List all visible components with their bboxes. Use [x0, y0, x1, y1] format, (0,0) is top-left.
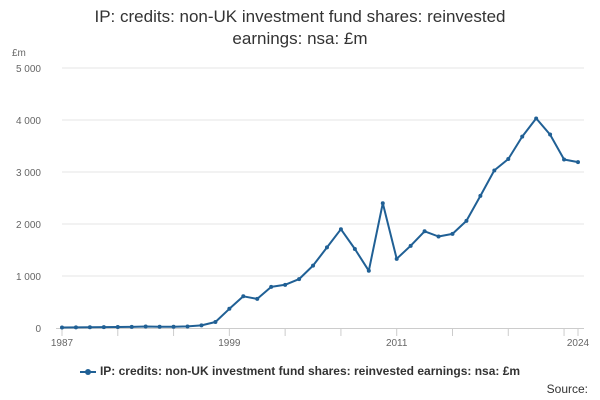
data-point[interactable] — [450, 231, 455, 236]
data-point[interactable] — [478, 193, 483, 198]
data-point[interactable] — [562, 157, 567, 162]
data-point[interactable] — [492, 168, 497, 173]
source-label: Source: — [546, 382, 588, 396]
data-point[interactable] — [269, 284, 274, 289]
y-tick-label: 5 000 — [16, 64, 41, 75]
data-point[interactable] — [380, 201, 385, 206]
data-point[interactable] — [101, 325, 106, 330]
data-point[interactable] — [297, 277, 302, 282]
y-tick-label: 1 000 — [16, 272, 41, 283]
data-point[interactable] — [506, 157, 511, 161]
y-tick-label: 4 000 — [16, 116, 41, 127]
data-point[interactable] — [115, 324, 120, 329]
plot-area — [60, 116, 580, 330]
series-line — [61, 117, 579, 329]
legend-line-marker-icon — [79, 367, 96, 377]
data-point[interactable] — [73, 325, 78, 330]
x-tick-label: 1987 — [51, 338, 74, 349]
chart-title-line-2: earnings: nsa: £m — [232, 29, 368, 48]
y-axis-ticks: 0 1 000 2 000 3 000 4 000 5 000 — [16, 64, 41, 335]
y-tick-label: 0 — [35, 324, 41, 335]
y-axis-unit-label: £m — [12, 48, 26, 59]
data-point[interactable] — [87, 325, 92, 330]
data-point[interactable] — [408, 243, 413, 248]
data-point[interactable] — [129, 324, 134, 329]
data-point[interactable] — [283, 282, 288, 287]
data-point[interactable] — [199, 323, 204, 328]
data-point[interactable] — [255, 296, 260, 301]
data-point[interactable] — [436, 234, 441, 239]
y-tick-label: 2 000 — [16, 220, 41, 231]
data-point[interactable] — [227, 306, 232, 311]
data-point[interactable] — [60, 325, 64, 330]
x-tick-label: 1999 — [218, 338, 241, 349]
x-axis: 1987 1999 2011 2024 — [51, 328, 590, 349]
legend: IP: credits: non-UK investment fund shar… — [0, 364, 600, 378]
x-tick-label: 2024 — [567, 338, 590, 349]
data-point[interactable] — [464, 218, 469, 223]
data-point[interactable] — [338, 227, 343, 232]
data-point[interactable] — [352, 246, 357, 251]
data-point[interactable] — [157, 324, 162, 329]
data-point[interactable] — [324, 245, 329, 250]
data-point[interactable] — [171, 324, 176, 329]
gridlines — [62, 67, 584, 277]
chart-title: IP: credits: non-UK investment fund shar… — [0, 6, 600, 50]
legend-label: IP: credits: non-UK investment fund shar… — [99, 364, 521, 378]
data-point[interactable] — [576, 160, 580, 165]
data-point[interactable] — [520, 134, 525, 139]
data-point[interactable] — [213, 320, 218, 325]
y-tick-label: 3 000 — [16, 168, 41, 179]
data-point[interactable] — [311, 263, 316, 268]
data-point[interactable] — [394, 256, 399, 261]
x-tick-label: 2011 — [386, 338, 408, 349]
data-point[interactable] — [422, 229, 427, 234]
data-point[interactable] — [143, 324, 148, 329]
data-point[interactable] — [241, 294, 246, 299]
data-point[interactable] — [548, 132, 553, 137]
chart-title-line-1: IP: credits: non-UK investment fund shar… — [94, 7, 506, 26]
data-point[interactable] — [534, 116, 539, 121]
data-point[interactable] — [366, 268, 371, 273]
data-point[interactable] — [185, 324, 190, 329]
